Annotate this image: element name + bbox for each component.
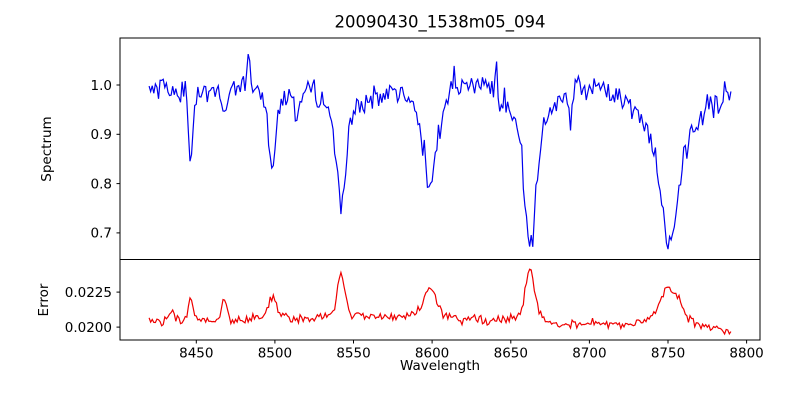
y-tick-label: 0.0225 — [65, 285, 112, 301]
spectrum-axes-spines — [119, 37, 761, 260]
x-tick-label: 8750 — [651, 346, 685, 362]
x-tick-label: 8700 — [572, 346, 606, 362]
error-line — [148, 268, 732, 336]
y-tick-label: 0.0200 — [65, 320, 112, 336]
x-tick-label: 8800 — [729, 346, 763, 362]
x-tick-label: 8450 — [179, 346, 213, 362]
y-tick-label: 0.7 — [91, 226, 112, 242]
chart-title: 20090430_1538m05_094 — [334, 12, 546, 32]
x-tick-label: 8500 — [258, 346, 292, 362]
x-tick-label: 8600 — [415, 346, 449, 362]
y-tick-label: 0.9 — [91, 127, 112, 143]
y-tick-label: 1.0 — [91, 78, 112, 94]
x-tick-label: 8550 — [336, 346, 370, 362]
spectrum-line — [148, 53, 732, 250]
y-tick-label: 0.8 — [91, 176, 112, 192]
error-axes-spines — [119, 259, 761, 341]
x-axis-label: Wavelength — [399, 358, 481, 374]
x-tick-label: 8650 — [494, 346, 528, 362]
